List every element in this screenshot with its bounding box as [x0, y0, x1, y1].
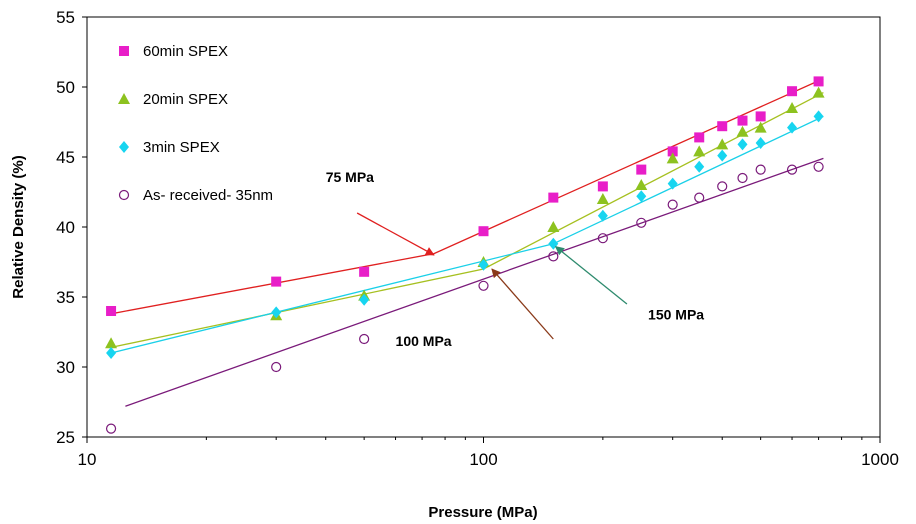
data-point-1: [596, 193, 609, 204]
x-axis-title: Pressure (MPa): [428, 504, 537, 521]
data-point-1: [635, 179, 648, 190]
annotation-arrow: [356, 212, 435, 256]
legend-marker: [118, 189, 130, 201]
data-point-1: [105, 337, 118, 349]
y-tick-label: 35: [56, 288, 75, 307]
legend-marker: [119, 141, 129, 153]
data-point-0: [359, 266, 370, 277]
annotation-label: 75 MPa: [326, 169, 374, 185]
annotation-label: 150 MPa: [648, 306, 704, 322]
data-points: [105, 76, 825, 434]
legend: 60min SPEX 20min SPEX 3min SPEX As- receive…: [118, 43, 273, 204]
data-point-0: [597, 181, 608, 192]
legend-marker: [119, 46, 129, 56]
data-point-1: [786, 102, 799, 113]
data-point-3: [717, 181, 728, 192]
legend-label: 20min SPEX: [143, 91, 228, 108]
data-point-3: [271, 361, 282, 373]
fit-line-3: [125, 157, 824, 407]
data-point-2: [636, 190, 647, 203]
y-tick-label: 40: [56, 218, 75, 237]
data-point-3: [478, 280, 489, 291]
fit-line-1: [110, 92, 824, 349]
data-point-0: [717, 121, 728, 132]
x-tick-label: 10: [78, 450, 97, 469]
data-point-1: [547, 221, 560, 232]
data-point-3: [694, 192, 705, 203]
y-tick-label: 50: [56, 78, 75, 97]
fit-lines: [110, 78, 824, 407]
annotation-arrow: [554, 246, 628, 305]
data-point-3: [359, 333, 370, 345]
data-point-3: [737, 172, 748, 184]
data-point-0: [548, 192, 559, 203]
data-point-2: [755, 137, 766, 149]
data-point-2: [478, 258, 489, 271]
data-point-0: [787, 86, 798, 97]
annotations: 75 MPa 100 MPa 150 MPa: [326, 169, 705, 349]
y-tick-label: 55: [56, 8, 75, 27]
data-point-0: [737, 115, 748, 126]
y-axis-title: Relative Density (%): [10, 155, 27, 298]
data-point-0: [636, 164, 647, 175]
data-point-0: [478, 226, 489, 237]
data-point-2: [737, 138, 748, 151]
y-tick-label: 45: [56, 148, 75, 167]
x-axis: 10 100 1000: [78, 437, 899, 469]
data-point-1: [716, 138, 729, 150]
data-point-2: [359, 293, 370, 306]
data-point-3: [755, 164, 766, 175]
legend-label: 3min SPEX: [143, 139, 220, 156]
data-point-3: [548, 251, 559, 262]
annotation-label: 100 MPa: [396, 333, 452, 349]
data-point-2: [271, 306, 282, 319]
y-axis: 25 30 35 40 45 50 55: [56, 8, 87, 447]
y-tick-label: 25: [56, 428, 75, 447]
legend-label: As- received- 35nm: [143, 187, 273, 204]
legend-marker: [118, 93, 130, 104]
data-point-1: [666, 152, 679, 164]
data-point-2: [787, 121, 798, 134]
data-point-0: [667, 146, 678, 157]
data-point-1: [736, 125, 749, 137]
data-point-0: [813, 76, 824, 87]
data-point-2: [597, 209, 608, 222]
data-point-1: [693, 145, 706, 157]
legend-label: 60min SPEX: [143, 43, 228, 60]
data-point-2: [106, 347, 117, 359]
data-point-3: [636, 217, 647, 228]
data-point-2: [717, 149, 728, 162]
data-point-0: [106, 306, 117, 316]
data-point-0: [271, 276, 282, 287]
data-point-2: [694, 160, 705, 173]
y-tick-label: 30: [56, 358, 75, 377]
data-point-1: [812, 86, 825, 98]
data-point-0: [694, 132, 705, 143]
data-point-3: [105, 423, 117, 434]
data-point-2: [813, 110, 824, 123]
data-point-3: [813, 161, 824, 172]
data-point-0: [755, 111, 766, 122]
data-point-1: [754, 121, 767, 133]
annotation-arrow: [491, 268, 554, 340]
data-point-3: [786, 164, 798, 175]
data-point-3: [667, 199, 678, 210]
x-tick-label: 100: [469, 450, 497, 469]
data-point-3: [597, 233, 608, 244]
x-tick-label: 1000: [861, 450, 899, 469]
data-point-2: [667, 177, 678, 190]
